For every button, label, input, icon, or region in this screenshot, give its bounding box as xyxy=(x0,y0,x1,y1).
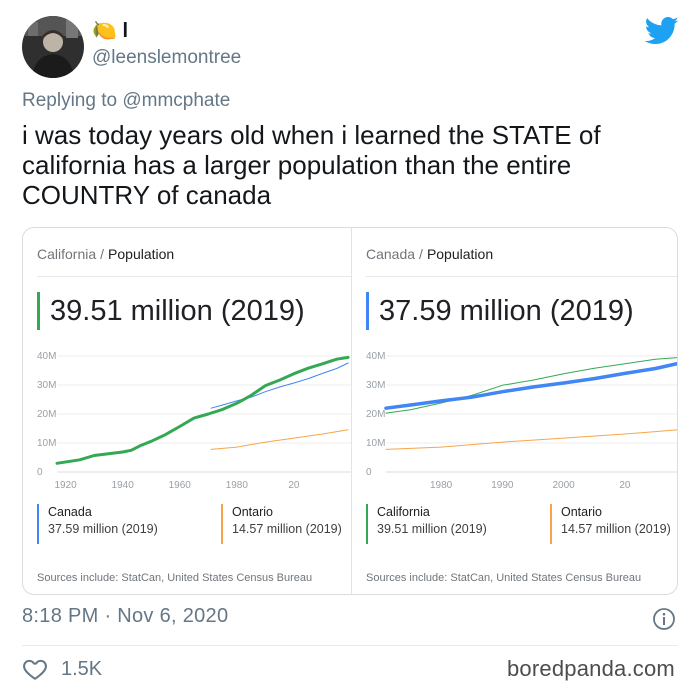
series-line-ontario[interactable] xyxy=(210,429,349,450)
heart-icon[interactable] xyxy=(22,656,48,682)
x-tick-label: 1980 xyxy=(226,480,249,491)
breadcrumb-separator: / xyxy=(419,246,423,262)
user-handle[interactable]: @leenslemontree xyxy=(92,47,242,68)
tweet-text: i was today years old when i learned the… xyxy=(22,120,601,210)
x-tick-label: 1980 xyxy=(430,480,453,491)
legend-item-canada[interactable]: Canada 37.59 million (2019) xyxy=(37,504,158,544)
legend-value: 14.57 million (2019) xyxy=(232,522,342,536)
like-count[interactable]: 1.5K xyxy=(61,658,103,680)
population-value: 39.51 million (2019) xyxy=(37,292,305,330)
population-chart[interactable]: 40M 30M 20M 10M 0 1980 1990 2000 20 xyxy=(352,346,678,506)
x-tick-label: 20 xyxy=(619,480,631,491)
replying-prefix: Replying to xyxy=(22,90,118,111)
divider xyxy=(37,276,351,277)
series-line-california[interactable] xyxy=(385,357,678,414)
breadcrumb: Canada / Population xyxy=(366,246,493,262)
breadcrumb-separator: / xyxy=(100,246,105,262)
info-icon[interactable] xyxy=(652,607,676,631)
twitter-bird-icon xyxy=(645,16,679,45)
replying-to: Replying to @mmcphate xyxy=(22,90,230,112)
california-panel[interactable]: California / Population 39.51 million (201… xyxy=(23,228,351,594)
breadcrumb-place[interactable]: Canada xyxy=(366,246,416,262)
series-line-california[interactable] xyxy=(55,355,350,465)
series-line-canada[interactable] xyxy=(384,361,678,410)
legend-item-ontario[interactable]: Ontario 14.57 million (2019) xyxy=(221,504,342,544)
y-tick-label: 10M xyxy=(366,438,385,449)
display-name[interactable]: 🍋 l xyxy=(92,20,129,42)
legend-label: California xyxy=(377,505,430,519)
y-tick-label: 10M xyxy=(37,438,56,449)
legend-value: 14.57 million (2019) xyxy=(561,522,671,536)
canada-panel[interactable]: Canada / Population 37.59 million (2019) 4… xyxy=(352,228,678,594)
divider xyxy=(366,276,677,277)
panel-divider xyxy=(351,228,352,594)
watermark: boredpanda.com xyxy=(507,656,675,681)
legend-item-ontario[interactable]: Ontario 14.57 million (2019) xyxy=(550,504,671,544)
breadcrumb-topic[interactable]: Population xyxy=(426,246,494,262)
y-tick-label: 20M xyxy=(366,409,385,420)
y-tick-label: 20M xyxy=(37,409,56,420)
x-tick-label: 1960 xyxy=(169,480,192,491)
sources-note: Sources include: StatCan, United States … xyxy=(37,572,313,584)
sources-note: Sources include: StatCan, United States … xyxy=(366,572,642,584)
y-tick-label: 40M xyxy=(366,351,385,362)
legend-item-california[interactable]: California 39.51 million (2019) xyxy=(366,504,487,544)
series-line-canada[interactable] xyxy=(210,362,349,409)
population-value: 37.59 million (2019) xyxy=(366,292,634,330)
breadcrumb-topic[interactable]: Population xyxy=(108,246,175,262)
legend-label: Ontario xyxy=(232,505,273,519)
y-tick-label: 0 xyxy=(37,467,43,478)
series-line-ontario[interactable] xyxy=(385,429,678,450)
x-tick-label: 1940 xyxy=(112,480,135,491)
breadcrumb-place[interactable]: California xyxy=(37,246,97,262)
x-tick-label: 2000 xyxy=(553,480,576,491)
breadcrumb: California / Population xyxy=(37,246,174,262)
legend-value: 39.51 million (2019) xyxy=(377,522,487,536)
legend-value: 37.59 million (2019) xyxy=(48,522,158,536)
replying-handle-link[interactable]: @mmcphate xyxy=(122,90,231,111)
x-tick-label: 1990 xyxy=(491,480,514,491)
population-card[interactable]: California / Population 39.51 million (201… xyxy=(22,227,678,595)
legend-label: Ontario xyxy=(561,505,602,519)
tweet-timestamp[interactable]: 8:18 PM · Nov 6, 2020 xyxy=(22,605,229,627)
legend-label: Canada xyxy=(48,505,92,519)
y-tick-label: 30M xyxy=(366,380,385,391)
divider xyxy=(22,645,678,646)
avatar[interactable] xyxy=(22,16,84,78)
y-tick-label: 30M xyxy=(37,380,56,391)
y-tick-label: 0 xyxy=(366,467,372,478)
y-tick-label: 40M xyxy=(37,351,56,362)
x-tick-label: 1920 xyxy=(54,480,77,491)
population-chart[interactable]: 40M 30M 20M 10M 0 1920 1940 1960 1980 20 xyxy=(23,346,351,506)
x-tick-label: 20 xyxy=(288,480,300,491)
